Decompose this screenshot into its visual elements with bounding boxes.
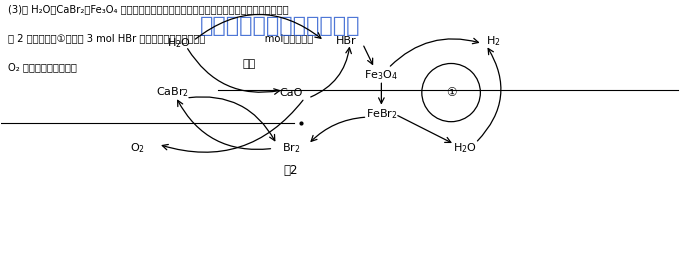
Text: H$_2$: H$_2$ — [486, 34, 500, 48]
Text: CaO: CaO — [279, 87, 302, 98]
Text: O₂ 的生成过程可描述为: O₂ 的生成过程可描述为 — [8, 63, 77, 73]
Text: ①: ① — [446, 86, 456, 99]
Text: FeBr$_2$: FeBr$_2$ — [365, 108, 397, 121]
Text: 微信公众号关注：超找答案: 微信公众号关注：超找答案 — [200, 16, 360, 36]
Text: (3)以 H₂O、CaBr₂、Fe₃O₄ 为原料进行气固相反应可以实现水的分解制氢气，其反应原理如: (3)以 H₂O、CaBr₂、Fe₃O₄ 为原料进行气固相反应可以实现水的分解制… — [8, 4, 289, 14]
Text: Br$_2$: Br$_2$ — [281, 142, 300, 155]
Text: 图2: 图2 — [284, 164, 298, 177]
Text: 图 2 所示。反应①中生成 3 mol HBr 时生成氢气的物质的量为                   mol，从原料到: 图 2 所示。反应①中生成 3 mol HBr 时生成氢气的物质的量为 mol，… — [8, 33, 314, 43]
Text: HBr: HBr — [336, 36, 357, 46]
Text: O$_2$: O$_2$ — [130, 142, 145, 155]
Text: 高温: 高温 — [242, 59, 256, 69]
Text: H$_2$O: H$_2$O — [167, 37, 191, 51]
Text: H$_2$O: H$_2$O — [453, 142, 477, 155]
Text: CaBr$_2$: CaBr$_2$ — [155, 86, 189, 100]
Text: Fe$_3$O$_4$: Fe$_3$O$_4$ — [365, 68, 398, 82]
